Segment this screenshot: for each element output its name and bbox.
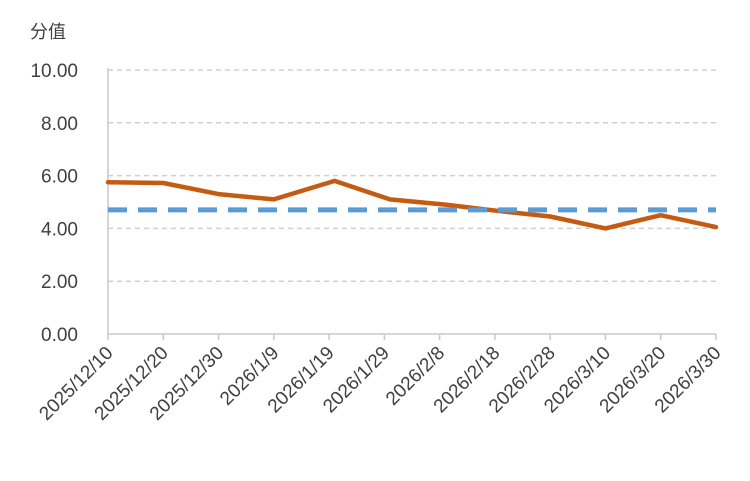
series-line-score bbox=[105, 178, 719, 231]
y-tick-label: 4.00 bbox=[41, 219, 78, 240]
y-tick-label: 10.00 bbox=[30, 61, 78, 82]
y-tick-label: 6.00 bbox=[41, 167, 78, 188]
y-tick-label: 0.00 bbox=[41, 325, 78, 346]
y-tick-label: 2.00 bbox=[41, 272, 78, 293]
y-tick-label: 8.00 bbox=[41, 114, 78, 135]
y-axis-title: 分值 bbox=[30, 22, 66, 43]
